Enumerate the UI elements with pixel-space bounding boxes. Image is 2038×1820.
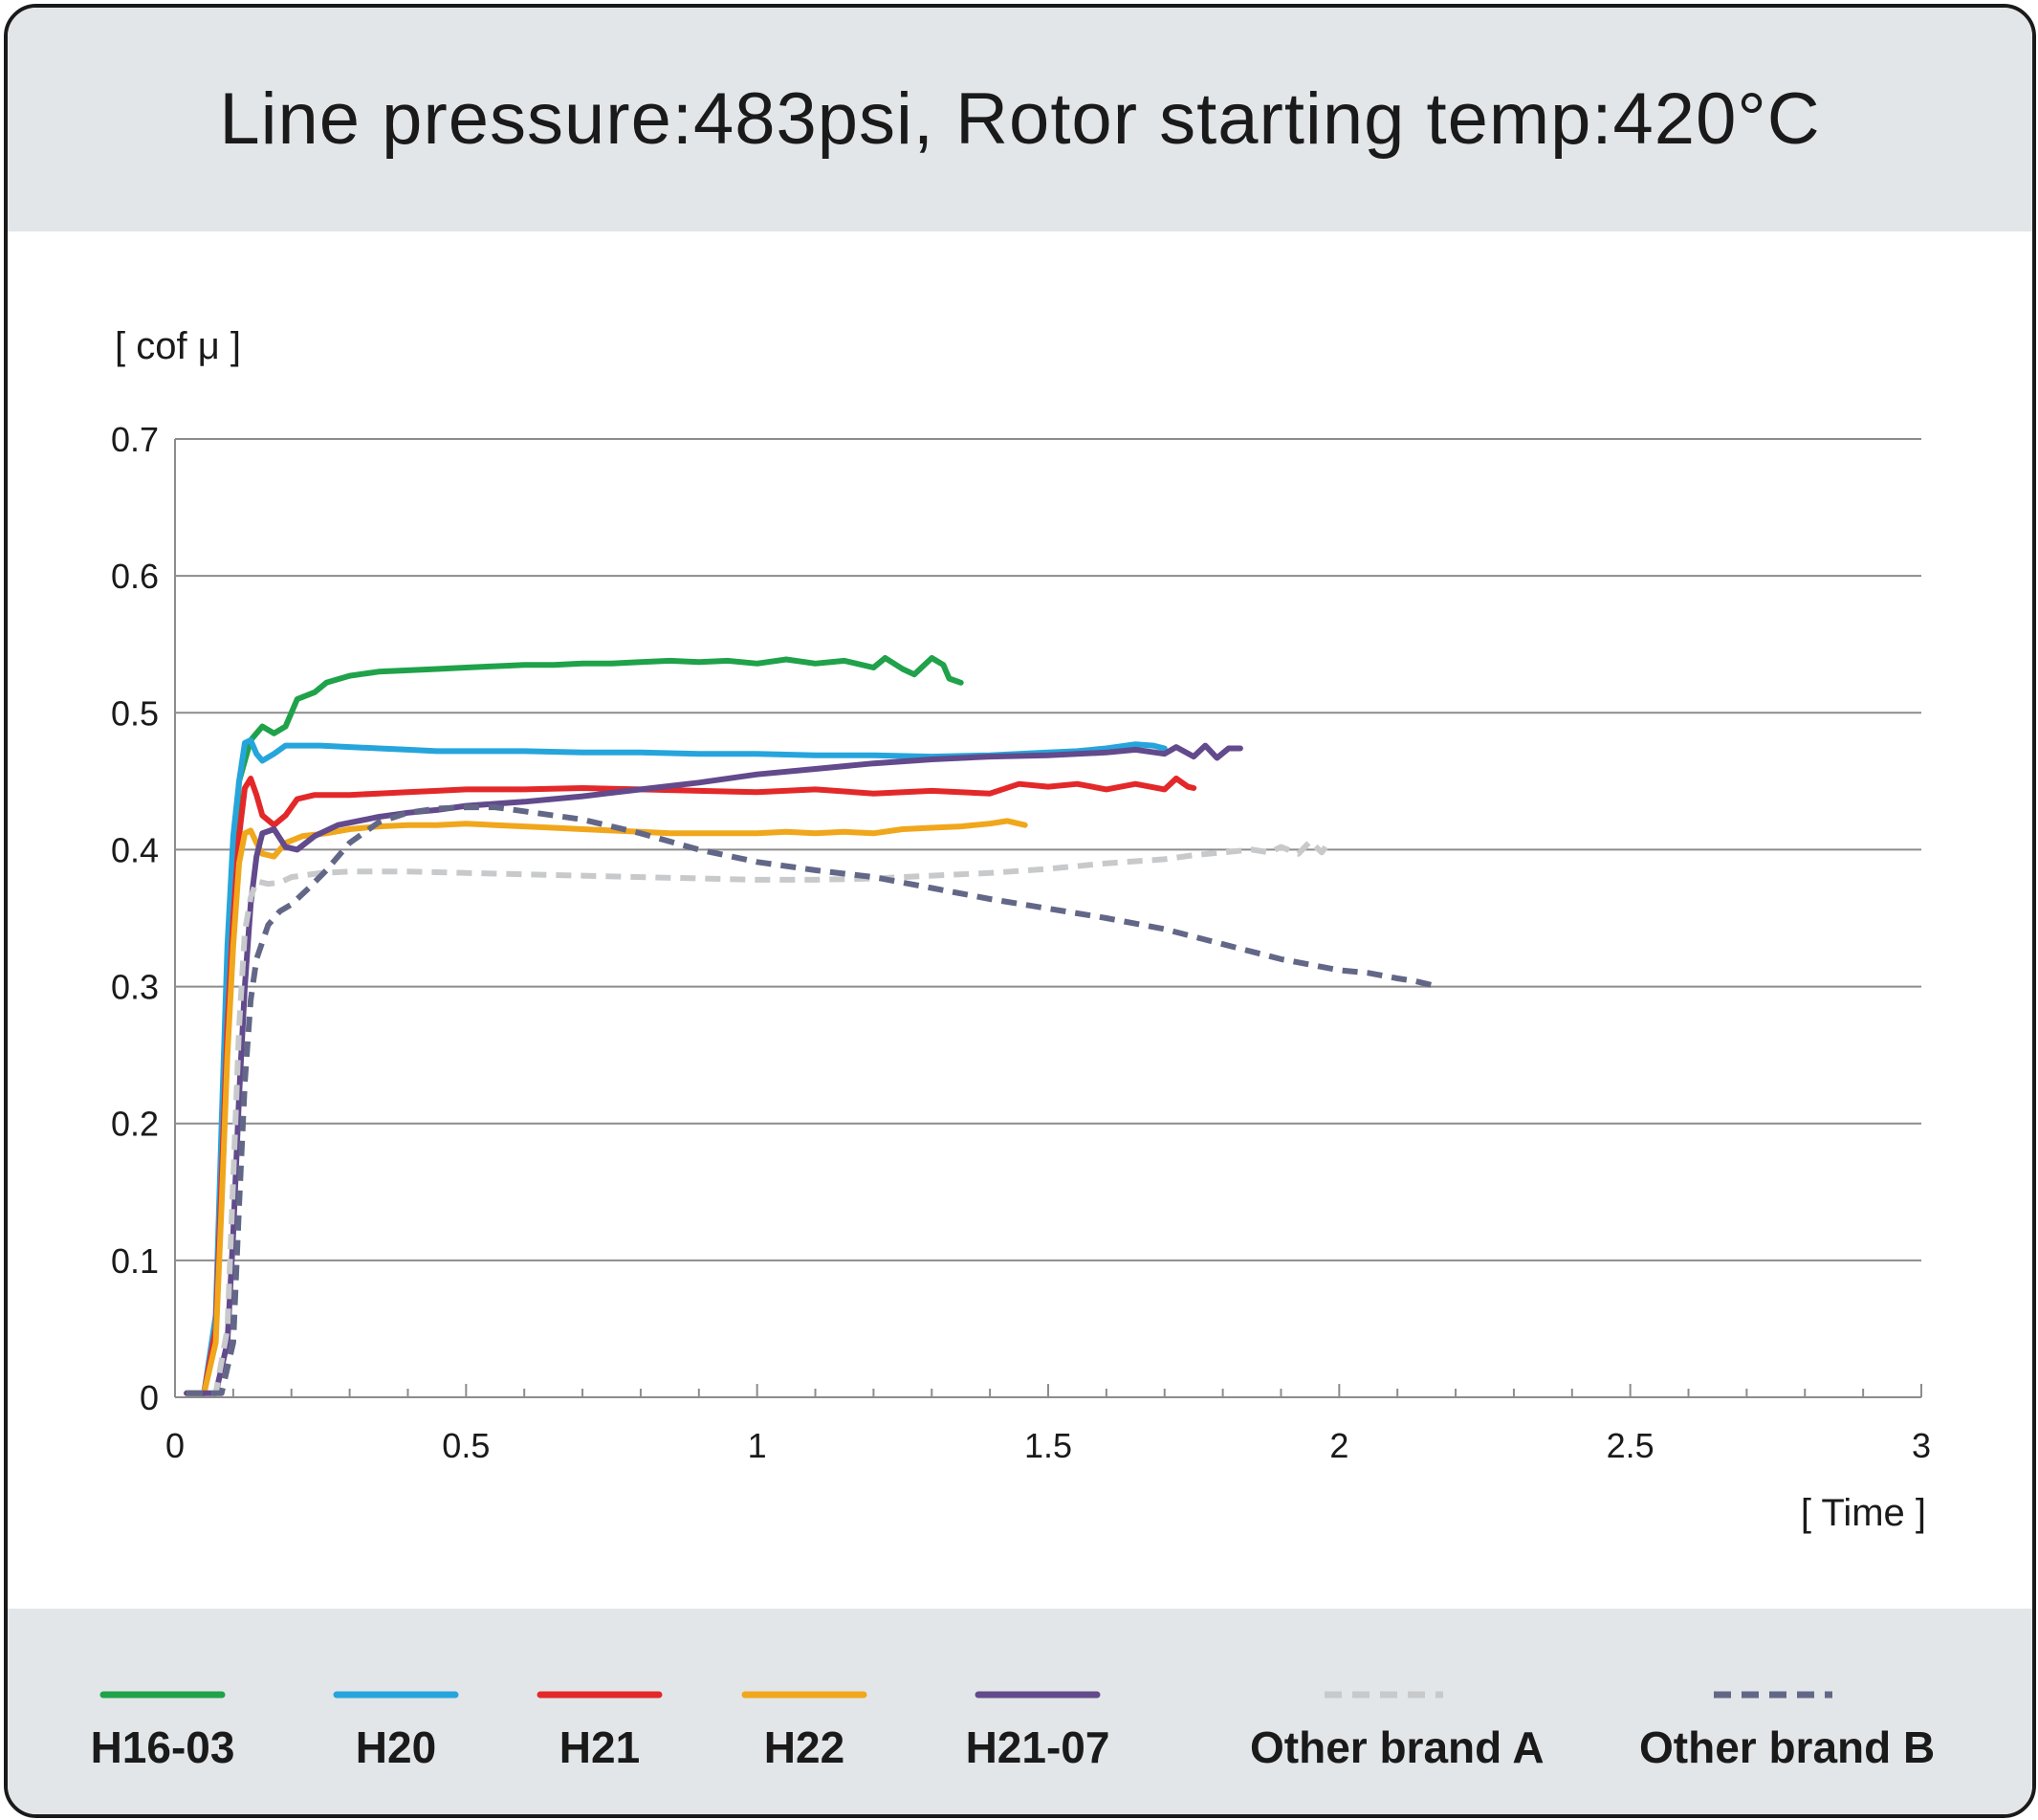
y-axis-label: [ cof μ ] — [115, 325, 241, 367]
legend-item-h16-03: H16-03 — [29, 1609, 296, 1814]
y-tick-label: 0.2 — [111, 1105, 159, 1144]
x-tick-label: 0 — [165, 1426, 185, 1465]
legend-swatch-h22 — [741, 1691, 867, 1699]
legend-label-h16-03: H16-03 — [90, 1722, 235, 1772]
x-tick-label: 1.5 — [1024, 1426, 1072, 1465]
series-line-h21-07 — [184, 742, 1243, 1396]
legend-swatch-other-brand-a — [1325, 1691, 1443, 1699]
legend-item-other-brand-a: Other brand A — [1250, 1609, 1545, 1814]
chart-frame: Line pressure:483psi, Rotor starting tem… — [4, 4, 2036, 1818]
grid-lines — [175, 438, 1921, 1398]
plot-area: 0 0.1 0.2 0.3 0.4 0.5 0.6 0.7 0 0.5 1 1.5 2 2.5 3 [ co… — [111, 325, 1931, 1534]
legend-label-h21-07: H21-07 — [965, 1722, 1110, 1772]
legend-item-other-brand-b: Other brand B — [1639, 1609, 1936, 1814]
y-tick-label: 0.5 — [111, 693, 159, 733]
y-tick-label: 0.6 — [111, 557, 159, 596]
x-tick-label: 2 — [1329, 1426, 1348, 1465]
legend: H16-03 H20 H21 H22 H21-07 Other brand A Other … — [8, 1609, 2032, 1814]
series-line-h21 — [184, 776, 1197, 1396]
legend-swatch-h20 — [333, 1691, 459, 1699]
legend-label-other-brand-b: Other brand B — [1639, 1722, 1936, 1772]
legend-item-h20: H20 — [262, 1609, 530, 1814]
legend-swatch-h21-07 — [975, 1691, 1101, 1699]
series-line-other-brand-a — [186, 838, 1330, 1396]
y-tick-label: 0.1 — [111, 1241, 159, 1281]
axes: 0 0.1 0.2 0.3 0.4 0.5 0.6 0.7 0 0.5 1 1.5 2 2.5 3 — [111, 420, 1931, 1465]
title-bar: Line pressure:483psi, Rotor starting tem… — [8, 8, 2032, 231]
x-tick-label: 3 — [1912, 1426, 1931, 1465]
legend-item-h22: H22 — [670, 1609, 938, 1814]
series-line-h20 — [184, 736, 1168, 1396]
y-tick-label: 0.7 — [111, 420, 159, 459]
x-axis-label: [ Time ] — [1801, 1492, 1926, 1534]
legend-swatch-other-brand-b — [1714, 1691, 1832, 1699]
y-tick-label: 0.3 — [111, 968, 159, 1007]
legend-label-h21: H21 — [559, 1722, 641, 1772]
series-line-h22 — [184, 818, 1028, 1396]
chart-title: Line pressure:483psi, Rotor starting tem… — [219, 78, 1821, 160]
x-tick-label: 0.5 — [442, 1426, 490, 1465]
x-tick-label: 2.5 — [1607, 1426, 1655, 1465]
y-tick-label: 0 — [140, 1378, 159, 1417]
legend-swatch-h16-03 — [99, 1691, 226, 1699]
legend-label-h20: H20 — [355, 1722, 437, 1772]
legend-item-h21: H21 — [466, 1609, 734, 1814]
legend-swatch-h21 — [537, 1691, 663, 1699]
y-tick-label: 0.4 — [111, 830, 159, 869]
series-line-other-brand-b — [186, 804, 1439, 1396]
legend-label-other-brand-a: Other brand A — [1250, 1722, 1545, 1772]
x-tick-label: 1 — [748, 1426, 767, 1465]
legend-label-h22: H22 — [763, 1722, 845, 1772]
legend-item-h21-07: H21-07 — [904, 1609, 1172, 1814]
series-lines — [184, 655, 1439, 1396]
